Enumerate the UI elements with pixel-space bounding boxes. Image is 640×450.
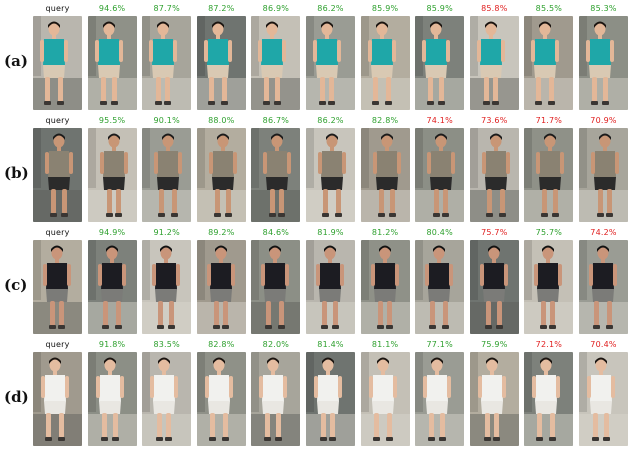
match-image	[524, 240, 574, 334]
similarity-score: 90.1%	[153, 116, 180, 125]
row-a: (a) query 94.6% 87.7%	[0, 4, 640, 114]
similarity-score: 81.9%	[317, 228, 344, 237]
match-image	[360, 16, 410, 110]
row-b: (b) query 95.5% 90.1%	[0, 116, 640, 226]
match-image	[524, 128, 574, 222]
match-image	[579, 240, 628, 334]
query-image	[33, 128, 82, 222]
similarity-score: 88.0%	[208, 116, 235, 125]
query-label: query	[45, 228, 70, 237]
similarity-score: 75.9%	[481, 340, 508, 349]
match-image	[579, 128, 628, 222]
similarity-score: 70.4%	[590, 340, 617, 349]
similarity-score: 94.9%	[98, 228, 126, 237]
match-image	[524, 16, 574, 110]
match-image	[142, 240, 192, 334]
similarity-score: 86.9%	[262, 4, 290, 13]
row-label: (b)	[4, 164, 29, 182]
match-image	[142, 128, 192, 222]
match-image	[306, 16, 355, 110]
match-image	[469, 16, 519, 110]
similarity-score: 91.8%	[98, 340, 126, 349]
match-image	[469, 240, 519, 334]
similarity-score: 75.7%	[535, 228, 563, 237]
similarity-score: 82.8%	[371, 116, 399, 125]
match-image	[142, 352, 192, 446]
match-image	[360, 128, 410, 222]
match-image	[196, 352, 246, 446]
similarity-score: 72.1%	[535, 340, 563, 349]
similarity-score: 86.2%	[317, 116, 344, 125]
match-image	[87, 128, 137, 222]
similarity-score: 82.0%	[262, 340, 290, 349]
similarity-score: 85.8%	[481, 4, 508, 13]
match-image	[251, 240, 301, 334]
similarity-score: 81.2%	[371, 228, 399, 237]
similarity-score: 74.2%	[590, 228, 617, 237]
row-label: (a)	[4, 52, 28, 70]
row-d: (d) query 91.8% 83.5%	[0, 340, 640, 450]
similarity-score: 95.5%	[98, 116, 126, 125]
query-label: query	[45, 340, 70, 349]
similarity-score: 82.8%	[208, 340, 235, 349]
query-label: query	[45, 4, 70, 13]
similarity-score: 81.1%	[371, 340, 399, 349]
match-image	[306, 128, 355, 222]
similarity-score: 87.7%	[153, 4, 180, 13]
match-image	[142, 16, 192, 110]
match-image	[469, 128, 519, 222]
similarity-score: 75.7%	[481, 228, 508, 237]
similarity-score: 86.7%	[262, 116, 290, 125]
similarity-score: 74.1%	[426, 116, 453, 125]
match-image	[415, 352, 465, 446]
match-image	[524, 352, 574, 446]
similarity-score: 70.9%	[590, 116, 617, 125]
match-image	[251, 128, 301, 222]
similarity-score: 86.2%	[317, 4, 344, 13]
match-image	[306, 240, 355, 334]
similarity-score: 84.6%	[262, 228, 290, 237]
similarity-score: 77.1%	[426, 340, 453, 349]
row-label: (d)	[4, 388, 29, 406]
row-c: (c) query 94.9% 91.2%	[0, 228, 640, 338]
match-image	[306, 352, 355, 446]
similarity-score: 80.4%	[426, 228, 453, 237]
match-image	[251, 16, 301, 110]
match-image	[415, 128, 465, 222]
match-image	[579, 16, 628, 110]
match-image	[196, 240, 246, 334]
query-image	[33, 352, 82, 446]
match-image	[251, 352, 301, 446]
similarity-score: 85.5%	[535, 4, 563, 13]
query-image	[33, 240, 82, 334]
match-image	[415, 16, 465, 110]
similarity-score: 85.9%	[371, 4, 399, 13]
match-image	[579, 352, 628, 446]
match-image	[87, 352, 137, 446]
similarity-score: 85.3%	[590, 4, 617, 13]
row-label: (c)	[4, 276, 28, 294]
match-image	[87, 240, 137, 334]
match-image	[469, 352, 519, 446]
similarity-score: 87.2%	[208, 4, 235, 13]
similarity-score: 71.7%	[535, 116, 563, 125]
match-image	[360, 352, 410, 446]
match-image	[415, 240, 465, 334]
similarity-score: 91.2%	[153, 228, 180, 237]
similarity-score: 81.4%	[317, 340, 344, 349]
match-image	[87, 16, 137, 110]
similarity-score: 85.9%	[426, 4, 453, 13]
match-image	[360, 240, 410, 334]
query-label: query	[45, 116, 70, 125]
query-image	[33, 16, 82, 110]
similarity-score: 83.5%	[153, 340, 180, 349]
similarity-score: 89.2%	[208, 228, 235, 237]
similarity-score: 94.6%	[98, 4, 126, 13]
match-image	[196, 16, 246, 110]
similarity-score: 73.6%	[481, 116, 508, 125]
match-image	[196, 128, 246, 222]
